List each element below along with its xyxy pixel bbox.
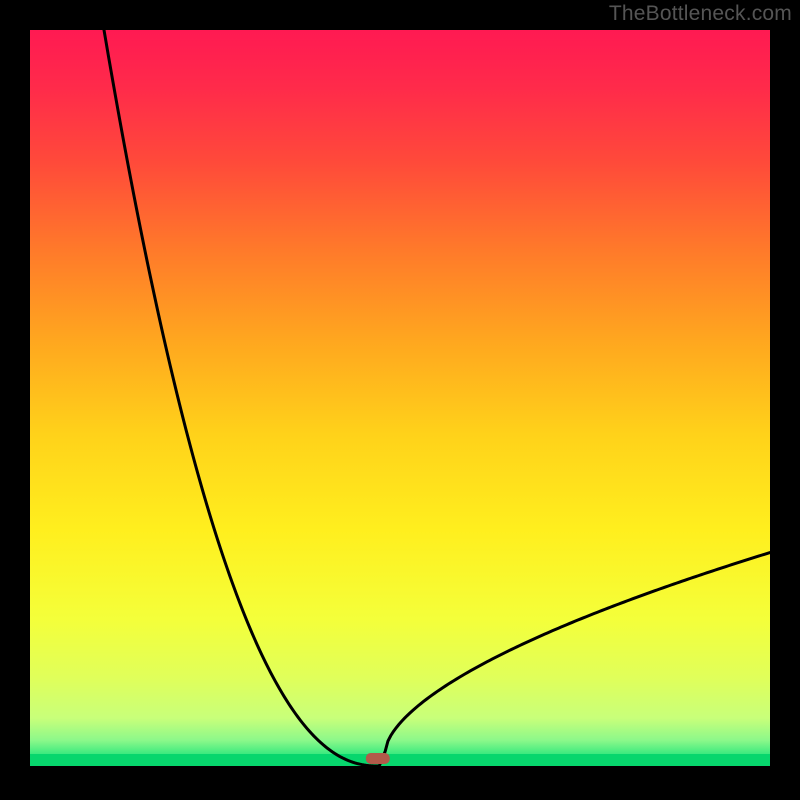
frame-bottom bbox=[0, 766, 800, 800]
bottom-band bbox=[30, 754, 770, 766]
min-marker bbox=[366, 753, 390, 764]
plot-background bbox=[30, 30, 770, 766]
frame-right bbox=[770, 0, 800, 800]
watermark: TheBottleneck.com bbox=[609, 2, 792, 26]
frame-left bbox=[0, 0, 30, 800]
chart-svg bbox=[0, 0, 800, 800]
chart-container: TheBottleneck.com bbox=[0, 0, 800, 800]
